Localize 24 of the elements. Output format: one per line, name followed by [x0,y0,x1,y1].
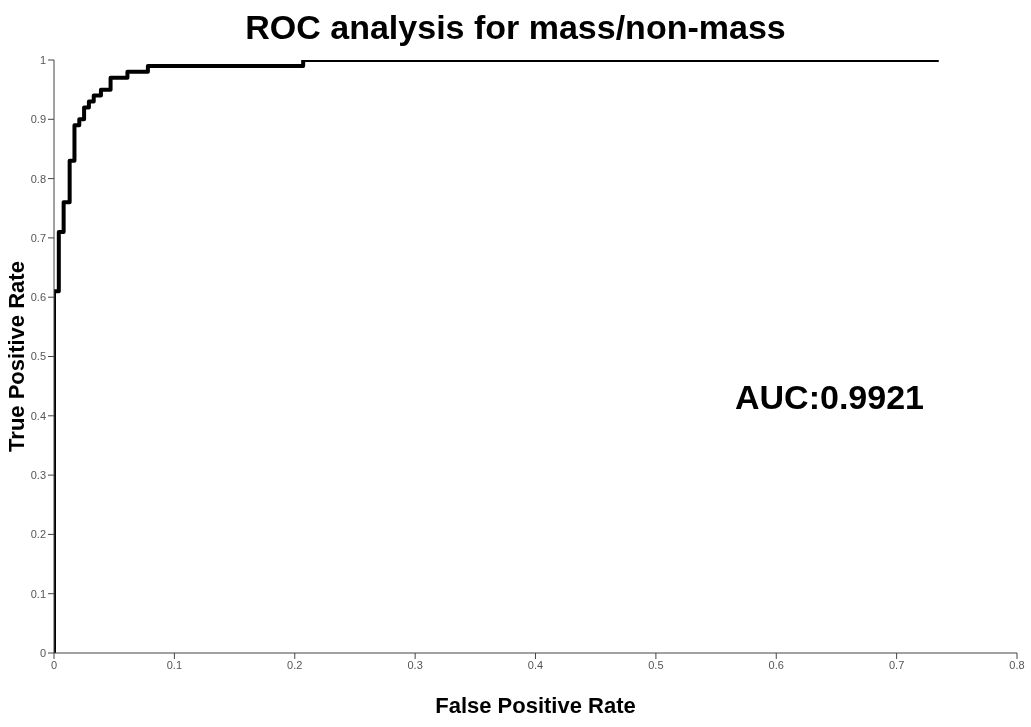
y-tick-label: 0.3 [30,469,46,482]
x-axis-title: False Positive Rate [435,693,636,718]
y-tick-label: 1 [39,53,46,66]
x-tick-label: 0.3 [407,658,423,671]
x-tick-label: 0.1 [166,658,183,671]
x-tick-label: 0.4 [527,658,544,671]
y-tick-label: 0.6 [30,291,46,304]
y-tick-label: 0.2 [30,528,46,541]
y-axis-title: True Positive Rate [3,261,29,452]
y-tick-label: 0.9 [30,113,46,126]
y-tick-label: 0.5 [30,350,46,363]
y-tick-label: 0 [39,646,46,659]
x-tick-label: 0.7 [888,658,905,671]
y-tick-label: 0.4 [30,409,46,422]
x-tick-label: 0.5 [648,658,664,671]
x-tick-label: 0.2 [287,658,303,671]
x-tick-label: 0.6 [768,658,784,671]
y-tick-label: 0.7 [30,231,46,244]
y-tick-label: 0.1 [30,587,46,600]
annotation: AUC:0.9921 [735,378,924,417]
y-tick-label: 0.8 [30,172,46,185]
x-tick-label: 0.8 [1009,658,1025,671]
x-tick-label: 0 [50,658,58,671]
chart-title: ROC analysis for mass/non-mass [244,8,787,47]
